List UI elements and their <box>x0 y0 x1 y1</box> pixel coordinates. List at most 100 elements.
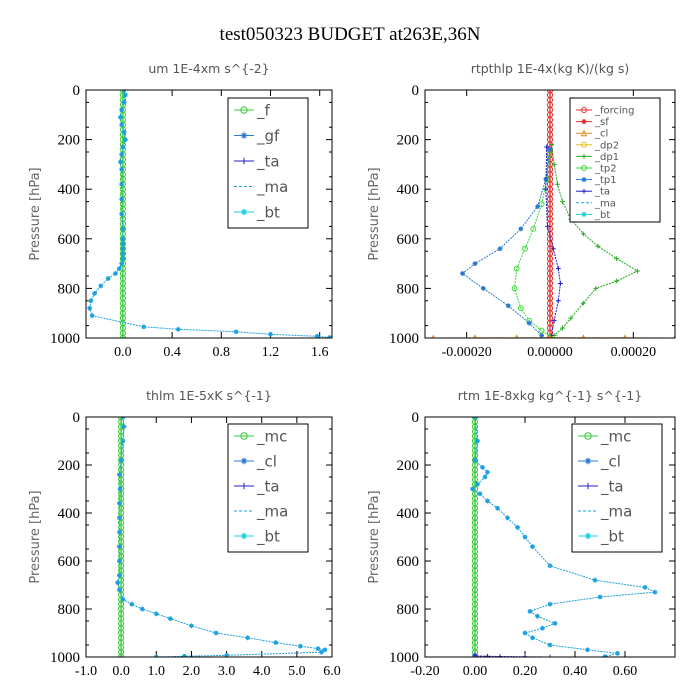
data-point-dp1 <box>560 325 565 331</box>
data-point-bt <box>87 305 93 311</box>
data-point-tp1 <box>505 303 511 309</box>
data-point-bt <box>120 144 126 150</box>
x-tick-label: 0.00 <box>463 664 488 679</box>
data-point-bt <box>120 438 126 444</box>
legend-marker <box>581 165 587 171</box>
data-point-dp1 <box>595 243 601 249</box>
chart-panel-3: thlm 1E-5xK s^{-1} Pressure [hPa] 0 200 400 6… <box>28 388 341 679</box>
data-point-bt <box>540 625 545 631</box>
data-point-bt <box>314 333 320 338</box>
data-point-bt <box>120 241 126 247</box>
data-point-bt <box>515 525 520 530</box>
data-point-bt <box>122 92 128 98</box>
data-point-bt <box>116 573 122 578</box>
x-tick-label: 0.00020 <box>611 345 657 360</box>
data-point-tp2 <box>538 201 545 207</box>
data-point-tp2 <box>513 265 520 272</box>
data-point-tp1 <box>543 176 549 182</box>
y-tick-label: 0 <box>412 83 420 99</box>
data-point-bt <box>120 246 126 252</box>
data-point-bt <box>273 640 279 645</box>
y-tick-label: 200 <box>397 133 420 149</box>
data-point-bt <box>615 651 620 656</box>
y-axis-label: Pressure [hPa] <box>28 490 43 583</box>
data-point-tp2 <box>538 327 545 334</box>
y-tick-label: 0 <box>73 410 81 426</box>
data-point-bt <box>175 326 181 332</box>
data-point-dp1 <box>551 162 557 167</box>
legend-marker <box>240 532 248 540</box>
data-point-bt <box>297 643 303 649</box>
plot-area <box>431 90 675 338</box>
data-point-bt <box>119 152 125 157</box>
data-point-bt <box>116 472 122 477</box>
data-point-tp1 <box>472 261 478 266</box>
legend-label: _ta <box>256 477 280 496</box>
plot-frame <box>85 416 333 658</box>
x-tick-label: -1.0 <box>75 664 97 679</box>
legend-marker <box>581 188 587 194</box>
x-tick-label: 0.0 <box>112 664 130 679</box>
data-point-tp2 <box>517 305 524 312</box>
y-tick-label: 200 <box>58 458 81 474</box>
data-point-dp1 <box>635 268 640 274</box>
data-point-bt <box>552 621 558 626</box>
panel-title: thlm 1E-5xK s^{-1} <box>146 388 272 403</box>
data-point-bt <box>547 563 553 569</box>
data-point-ta <box>551 318 557 324</box>
data-point-bt <box>116 501 122 506</box>
y-tick-label: 1000 <box>50 331 80 347</box>
data-point-bt <box>98 283 104 289</box>
y-tick-label: 200 <box>58 133 81 149</box>
data-point-bt <box>118 159 123 165</box>
data-point-bt <box>475 438 480 444</box>
y-tick-label: 400 <box>58 182 81 198</box>
x-tick-label: 0.20 <box>513 664 538 679</box>
data-point-bt <box>480 465 485 470</box>
plot-frame <box>85 89 333 339</box>
y-tick-label: 800 <box>58 602 81 618</box>
y-tick-label: 400 <box>397 506 420 522</box>
data-point-ta <box>558 281 563 286</box>
data-point-bt <box>120 597 126 602</box>
data-point-tp1 <box>480 286 486 291</box>
legend-label: _dp2 <box>594 140 619 151</box>
data-point-bt <box>121 129 127 135</box>
y-tick-label: 0 <box>73 83 81 99</box>
data-point-bt <box>89 313 95 319</box>
data-point-ta <box>472 653 478 657</box>
legend-marker <box>584 532 592 540</box>
data-point-tp1 <box>526 320 532 326</box>
data-point-bt <box>116 544 122 549</box>
data-point-dp1 <box>580 300 586 306</box>
plot-frame <box>424 89 676 339</box>
series-line-tp1 <box>461 149 551 336</box>
data-point-bt <box>119 166 125 172</box>
data-point-bt <box>472 457 478 463</box>
y-tick-label: 800 <box>397 602 420 618</box>
chart-panel-1: um 1E-4xm s^{-2} Pressure [hPa] 0 200 400 600… <box>28 61 333 360</box>
data-point-bt <box>120 256 126 262</box>
data-point-ta <box>547 654 553 657</box>
legend: _mc _cl _ta _ma _bt <box>571 423 663 553</box>
data-point-bt <box>547 642 553 648</box>
legend-box <box>227 97 309 229</box>
x-tick-label: 1.2 <box>262 345 280 360</box>
x-tick-label: 3.0 <box>218 664 236 679</box>
data-point-bt <box>530 544 535 549</box>
data-point-bt <box>116 558 122 564</box>
legend-marker <box>584 482 592 490</box>
figure-title: test050323 BUDGET at263E,36N <box>220 24 481 45</box>
data-point-bt <box>113 271 118 276</box>
x-tick-label: 0.40 <box>563 664 588 679</box>
data-point-tp1 <box>539 333 545 338</box>
y-axis-label: Pressure [hPa] <box>28 167 43 260</box>
legend: _forcing_sf_cl_dp2_dp1_tp2_tp1_ta_ma_bt <box>569 97 661 223</box>
data-point-bt <box>245 635 251 641</box>
data-point-bt <box>224 652 229 657</box>
legend-marker <box>240 106 248 114</box>
legend-box <box>227 423 309 553</box>
y-tick-label: 600 <box>58 232 81 248</box>
data-point-bt <box>485 469 490 475</box>
